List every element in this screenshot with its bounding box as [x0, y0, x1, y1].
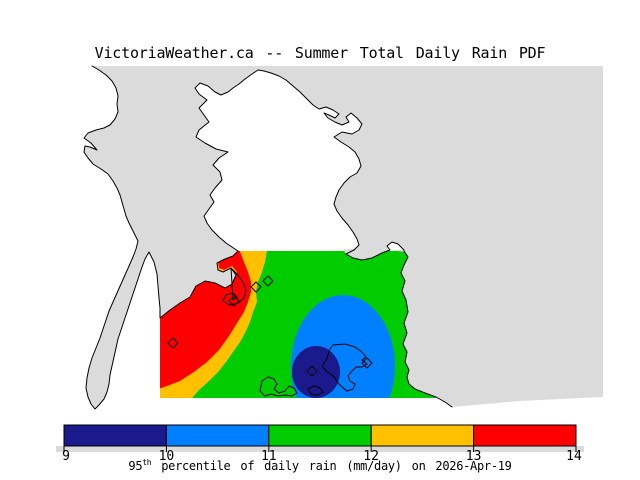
colorbar: [56, 424, 584, 452]
colorbar-segment-12-13: [370, 424, 475, 447]
inlet-curl: [222, 267, 247, 306]
station-marker: [262, 275, 274, 287]
islet-shoreline: [307, 385, 324, 396]
colorbar-tick-marks: [63, 444, 577, 452]
station-marker: [250, 281, 262, 293]
colorbar-tick-14: 14: [566, 449, 582, 464]
contour-band-13-14: [160, 251, 251, 390]
victoria-shoreline: [321, 343, 368, 392]
colorbar-segment-13-14: [473, 424, 577, 447]
colorbar-tick-13: 13: [465, 449, 482, 464]
station-markers: [167, 275, 373, 377]
contour-band-10-11: [291, 295, 395, 398]
caption-superscript: th: [142, 458, 152, 467]
page-title: VictoriaWeather.ca -- Summer Total Daily…: [94, 44, 546, 62]
coastline: [83, 65, 453, 410]
colorbar-segment-10-11: [165, 424, 270, 447]
caption-number: 95: [128, 459, 143, 473]
station-marker: [306, 365, 318, 377]
station-marker: [167, 337, 179, 349]
bay-water: [343, 249, 405, 260]
colorbar-tick-11: 11: [260, 449, 277, 464]
caption-text: percentile of daily rain (mm/day) on 202…: [151, 459, 512, 473]
colorbar-tick-12: 12: [363, 449, 380, 464]
colorbar-segment-9-10: [63, 424, 167, 447]
colorbar-tick-9: 9: [62, 449, 70, 464]
harbour-shoreline: [259, 376, 298, 397]
colorbar-tick-10: 10: [158, 449, 175, 464]
colorbar-segment-11-12: [268, 424, 372, 447]
station-marker: [361, 357, 373, 369]
water-area: [84, 66, 603, 409]
colorbar-caption: 95th percentile of daily rain (mm/day) o…: [0, 458, 640, 473]
land-spit: [387, 242, 404, 250]
station-marker: [228, 295, 240, 307]
colorbar-shadow-strip: [56, 446, 584, 452]
